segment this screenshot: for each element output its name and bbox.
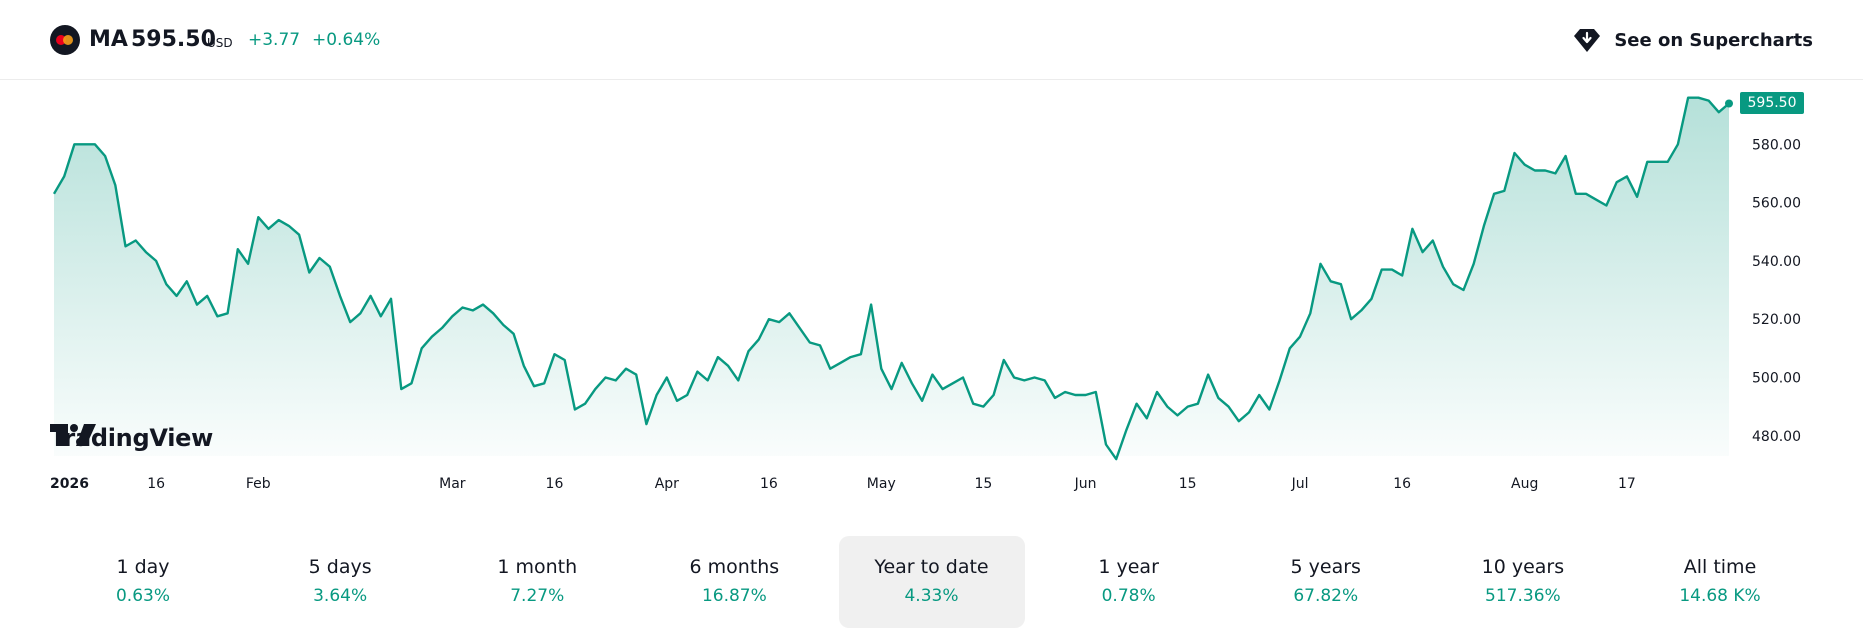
x-tick-label: 16 [760, 476, 778, 492]
price-change-percent: +0.64% [312, 30, 381, 50]
x-tick-label: Jul [1291, 476, 1309, 492]
x-tick-label: May [867, 476, 896, 492]
price-line [52, 96, 1730, 461]
mastercard-logo-icon [50, 25, 80, 55]
x-tick-label: Jun [1074, 476, 1097, 492]
last-price: 595.50 [131, 27, 216, 52]
see-on-supercharts-label: See on Supercharts [1614, 29, 1813, 51]
period-label: 6 months [689, 556, 780, 578]
y-tick-label: 560.00 [1752, 196, 1801, 212]
price-area [54, 97, 1729, 460]
x-tick-label: 17 [1618, 476, 1636, 492]
period-label: 5 years [1290, 556, 1361, 578]
period-1-year[interactable]: 1 year 0.78% [1036, 536, 1222, 628]
y-tick-label: 480.00 [1752, 429, 1801, 445]
period-label: 5 days [308, 556, 372, 578]
ticker-symbol[interactable]: MA [89, 27, 128, 52]
period-label: Year to date [874, 556, 989, 578]
price-chart-svg: 480.00 500.00 520.00 540.00 560.00 580.00 202… [50, 96, 1801, 492]
period-label: 10 years [1481, 556, 1565, 578]
period-value: 14.68 K% [1679, 586, 1761, 606]
period-value: 517.36% [1485, 586, 1561, 606]
period-value: 16.87% [701, 586, 767, 606]
period-label: 1 day [116, 556, 170, 578]
period-value: 0.78% [1101, 586, 1156, 606]
period-6-months[interactable]: 6 months 16.87% [641, 536, 827, 628]
period-1-day[interactable]: 1 day 0.63% [50, 536, 236, 628]
period-year-to-date[interactable]: Year to date 4.33% [838, 536, 1025, 628]
last-price-dot [1725, 99, 1733, 108]
period-value: 0.63% [115, 586, 170, 606]
gem-icon [1574, 29, 1601, 52]
last-price-badge: 595.50 [1740, 92, 1804, 115]
period-label: 1 year [1098, 556, 1159, 578]
period-5-years[interactable]: 5 years 67.82% [1233, 536, 1419, 628]
period-label: 1 month [497, 556, 578, 578]
x-tick-label: Apr [655, 476, 679, 492]
period-value: 4.33% [904, 586, 959, 606]
logo-red-circle [56, 35, 66, 45]
x-tick-label: Mar [439, 476, 466, 492]
quote-header: MA 595.50 USD +3.77 +0.64% See on Superc… [0, 0, 1863, 80]
logo-orange-circle [63, 35, 73, 45]
period-value: 67.82% [1293, 586, 1359, 606]
y-tick-label: 540.00 [1752, 254, 1801, 270]
x-tick-label: 16 [147, 476, 165, 492]
period-10-years[interactable]: 10 years 517.36% [1430, 536, 1616, 628]
x-tick-label: 15 [975, 476, 993, 492]
x-tick-label: 2026 [50, 476, 89, 492]
period-1-month[interactable]: 1 month 7.27% [444, 536, 630, 628]
x-tick-label: 16 [1393, 476, 1411, 492]
y-tick-label: 500.00 [1752, 370, 1801, 386]
x-tick-label: Feb [246, 476, 271, 492]
x-tick-label: 16 [546, 476, 564, 492]
x-tick-label: Aug [1511, 476, 1538, 492]
tradingview-logo[interactable]: TradingView [50, 424, 213, 452]
period-value: 7.27% [510, 586, 565, 606]
price-change: +3.77 [248, 30, 301, 50]
see-on-supercharts-link[interactable]: See on Supercharts [1572, 24, 1813, 56]
period-label: All time [1683, 556, 1757, 578]
performance-periods: 1 day 0.63% 5 days 3.64% 1 month 7.27% 6 mo… [50, 536, 1813, 628]
price-chart[interactable]: 480.00 500.00 520.00 540.00 560.00 580.00 202… [0, 80, 1863, 500]
y-tick-label: 580.00 [1752, 137, 1801, 153]
period-5-days[interactable]: 5 days 3.64% [247, 536, 433, 628]
tradingview-logo-icon [50, 424, 96, 446]
currency-label: USD [207, 36, 233, 50]
x-tick-label: 15 [1179, 476, 1197, 492]
period-all-time[interactable]: All time 14.68 K% [1627, 536, 1813, 628]
y-tick-label: 520.00 [1752, 312, 1801, 328]
period-value: 3.64% [313, 586, 368, 606]
